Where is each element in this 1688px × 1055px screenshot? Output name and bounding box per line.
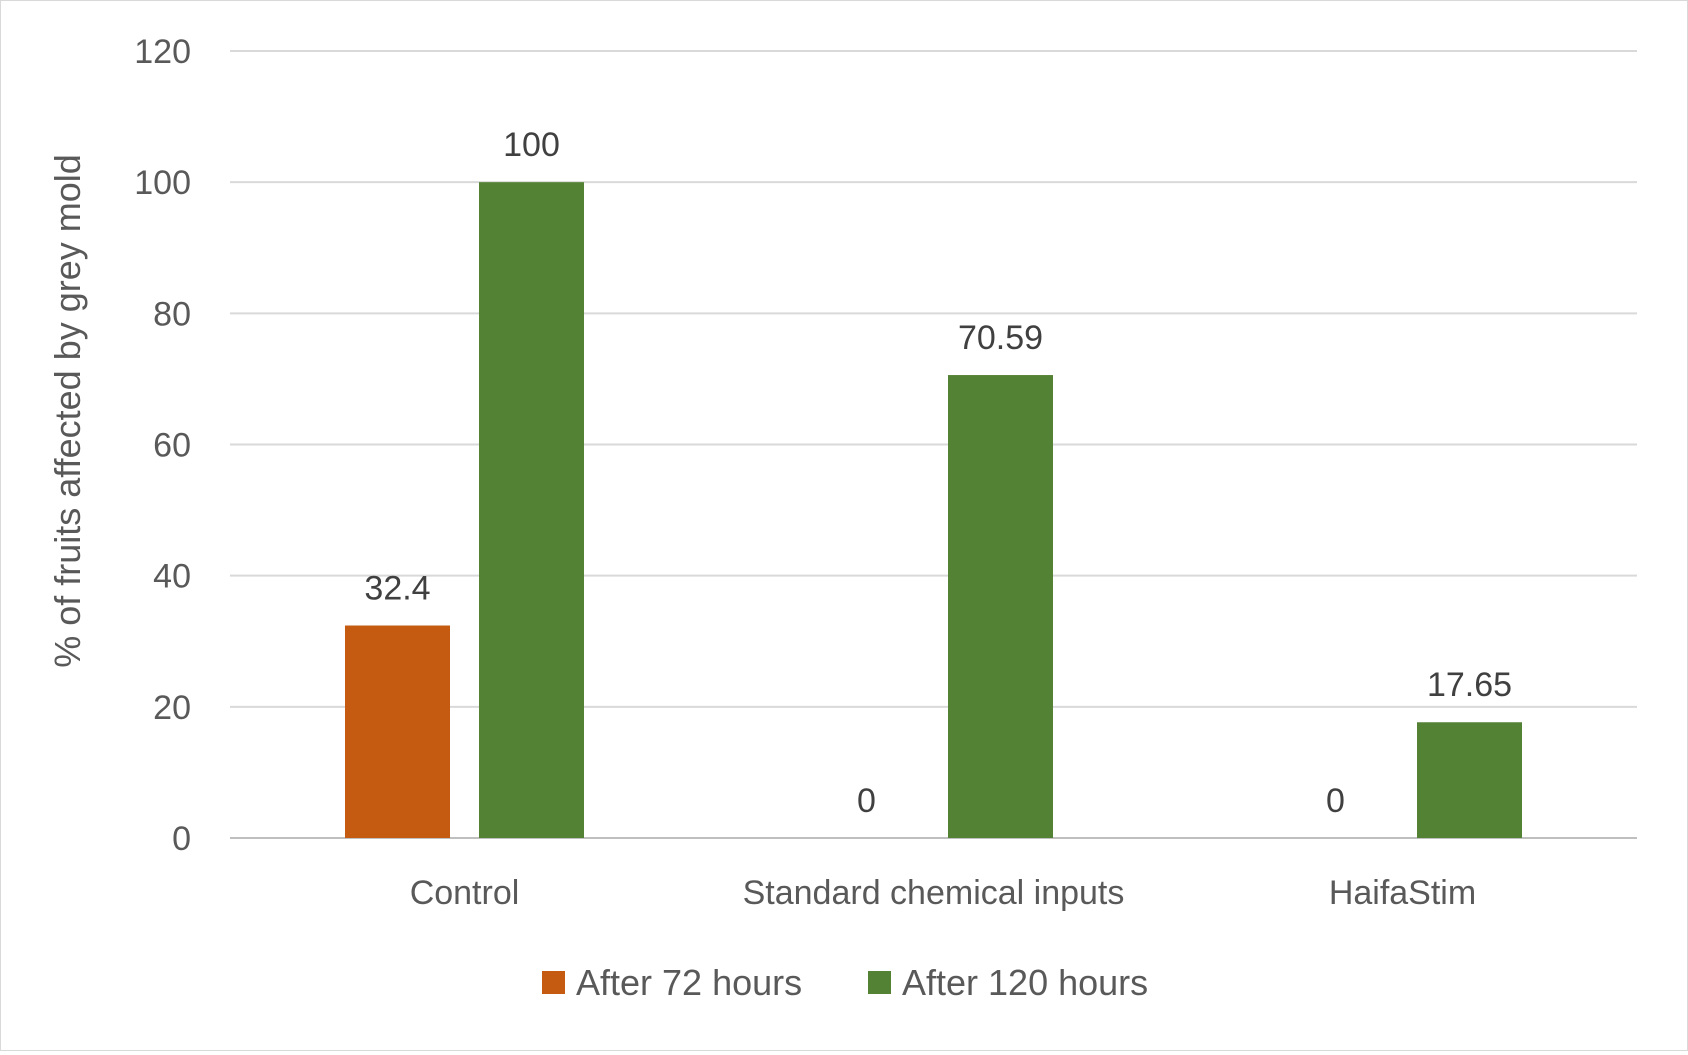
y-tick-label: 120 — [134, 33, 191, 71]
gridlines — [230, 50, 1637, 839]
legend-label: After 120 hours — [902, 962, 1148, 1003]
data-label: 70.59 — [958, 319, 1043, 357]
bar-after-72-hours — [345, 625, 450, 838]
legend-label: After 72 hours — [576, 962, 802, 1003]
data-label: 0 — [1326, 782, 1345, 820]
data-label: 0 — [857, 782, 876, 820]
bar-after-120-hours — [479, 182, 584, 838]
y-tick-label: 60 — [153, 427, 191, 465]
legend: After 72 hours After 120 hours — [542, 962, 1148, 1003]
y-axis-title: % of fruits affected by grey mold — [47, 154, 88, 668]
y-tick-label: 0 — [172, 820, 191, 858]
data-label: 17.65 — [1427, 666, 1512, 704]
bar-after-120-hours — [948, 375, 1053, 838]
y-tick-label: 80 — [153, 295, 191, 333]
data-label: 32.4 — [364, 570, 430, 608]
data-labels: 32.4 100 0 70.59 0 17.65 — [364, 126, 1512, 820]
x-axis-categories: Control Standard chemical inputs HaifaStim — [410, 874, 1476, 912]
y-tick-label: 100 — [134, 164, 191, 202]
bars — [345, 182, 1522, 838]
y-axis-ticks: 0 20 40 60 80 100 120 — [134, 33, 191, 858]
y-tick-label: 40 — [153, 558, 191, 596]
bar-after-120-hours — [1417, 722, 1522, 838]
category-label: Control — [410, 874, 520, 912]
category-label: HaifaStim — [1329, 874, 1476, 912]
data-label: 100 — [503, 126, 560, 164]
legend-swatch — [868, 971, 891, 994]
category-label: Standard chemical inputs — [743, 874, 1125, 912]
y-tick-label: 20 — [153, 689, 191, 727]
legend-swatch — [542, 971, 565, 994]
